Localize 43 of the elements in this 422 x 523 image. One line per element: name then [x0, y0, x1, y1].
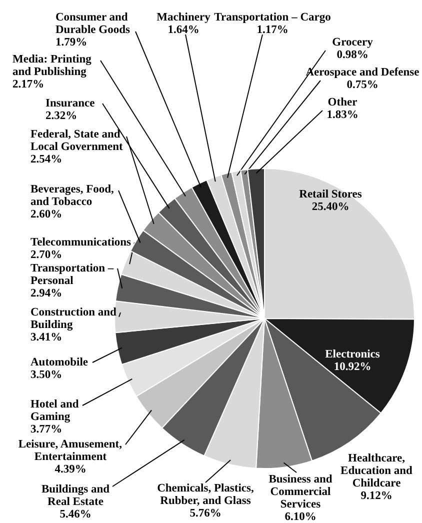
slice-label: Construction and Building: [30, 306, 118, 331]
data-label: 3.50%: [30, 369, 62, 381]
data-label: 3.41%: [30, 332, 62, 344]
data-label: 5.76%: [190, 508, 222, 520]
data-label: 10.92%: [334, 361, 372, 373]
slice-label: Transportation – Personal: [30, 262, 114, 287]
slice-label: Media: Printing and Publishing: [12, 54, 92, 78]
slice-label: Transportation – Cargo: [214, 12, 332, 24]
slice-label: Healthcare, Education and Childcare: [340, 452, 414, 490]
slice-label: Beverages, Food, and Tobacco: [30, 184, 114, 208]
slice-label: Hotel and Gaming: [30, 398, 80, 423]
slice-label: Automobile: [30, 356, 88, 368]
data-label: 1.83%: [326, 109, 358, 121]
data-label: 0.98%: [336, 49, 368, 61]
slice-label: Federal, State and Local Government: [30, 128, 123, 153]
data-label: 2.17%: [12, 78, 44, 90]
slice-label: Insurance: [46, 98, 95, 110]
data-label: 2.94%: [30, 288, 62, 300]
data-label: 9.12%: [360, 490, 392, 502]
data-label: 6.10%: [284, 511, 316, 523]
data-label: 25.40%: [312, 201, 350, 213]
slice-label: Machinery: [156, 12, 211, 24]
data-label: 1.79%: [56, 36, 88, 48]
slice-label: Grocery: [332, 36, 374, 48]
slice-label: Chemicals, Plastics, Rubber, and Glass: [157, 482, 254, 507]
data-label: 5.46%: [60, 508, 92, 520]
slice-label: Consumer and Durable Goods: [56, 12, 130, 36]
data-label: 3.77%: [30, 424, 62, 436]
slice-label: Business and Commercial Services: [268, 474, 333, 510]
data-label: 4.39%: [54, 464, 86, 476]
slice-label: Retail Stores: [299, 188, 362, 200]
data-label: 1.64%: [168, 24, 200, 36]
data-label: 0.75%: [346, 79, 378, 91]
data-label: 1.17%: [256, 24, 288, 36]
slice-label: Leisure, Amusement, Entertainment: [18, 438, 122, 463]
slice-label: Buildings and Real Estate: [41, 484, 110, 508]
slice-label: Electronics: [325, 348, 380, 360]
slice-label: Other: [328, 96, 358, 108]
data-label: 2.70%: [30, 249, 62, 261]
data-label: 2.32%: [46, 110, 78, 122]
data-label: 2.54%: [30, 154, 62, 166]
data-label: 2.60%: [30, 208, 62, 220]
slice-label: Telecommunications: [30, 236, 132, 248]
